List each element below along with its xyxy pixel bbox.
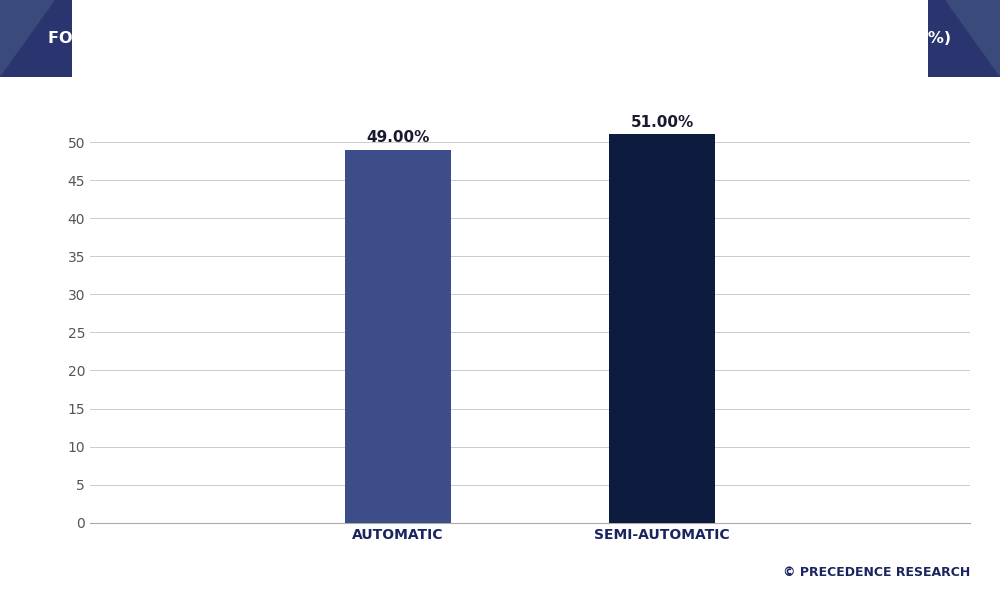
Polygon shape — [945, 0, 1000, 77]
Text: 51.00%: 51.00% — [630, 115, 694, 130]
Text: © PRECEDENCE RESEARCH: © PRECEDENCE RESEARCH — [783, 566, 970, 579]
Polygon shape — [928, 0, 1000, 77]
Text: 49.00%: 49.00% — [366, 130, 430, 145]
Text: FOOD AND BEVERAGE PROCESSING EQUIPMENT MARKET SHARE, BY MODE OF OPERATION, 2022 : FOOD AND BEVERAGE PROCESSING EQUIPMENT M… — [48, 31, 952, 46]
Bar — [345, 150, 451, 523]
Polygon shape — [0, 0, 72, 77]
Bar — [609, 134, 715, 523]
Polygon shape — [0, 0, 55, 77]
